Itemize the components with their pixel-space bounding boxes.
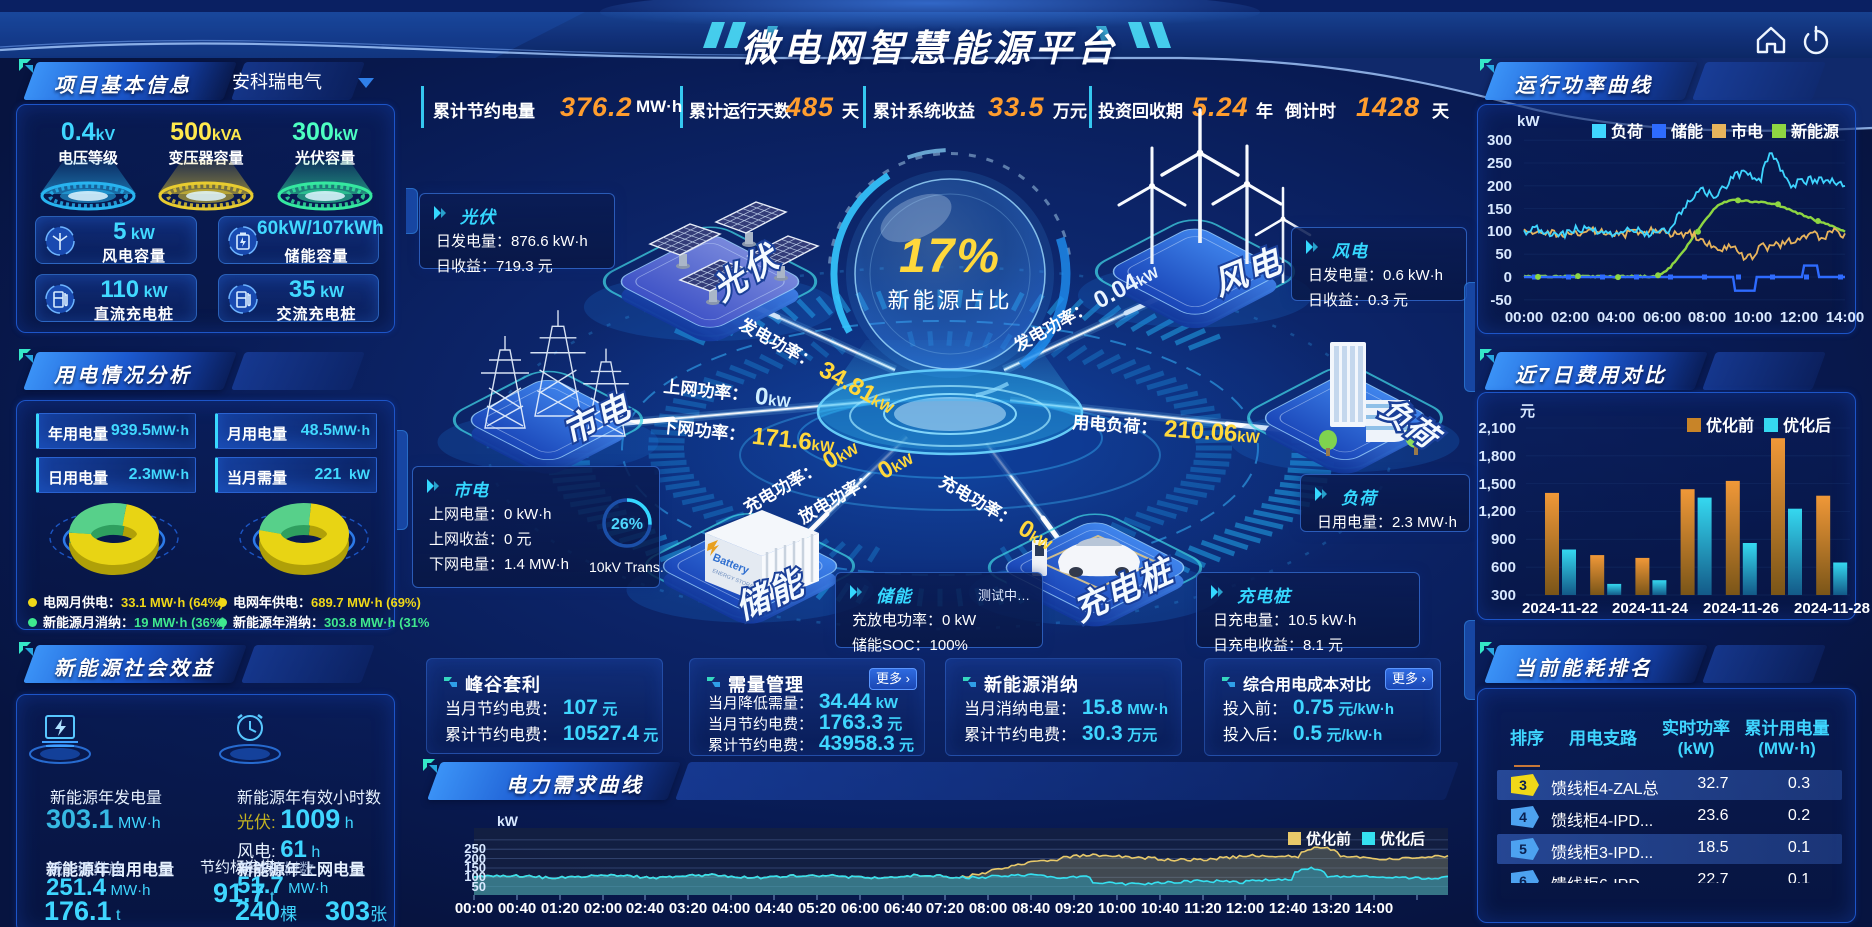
svg-text:12:40: 12:40 [1269, 900, 1307, 917]
svg-text:10:40: 10:40 [1141, 900, 1179, 917]
svg-text:元: 元 [1520, 403, 1535, 420]
svg-text:2,100: 2,100 [1478, 420, 1516, 437]
svg-text:02:40: 02:40 [626, 900, 664, 917]
svg-text:06:40: 06:40 [884, 900, 922, 917]
svg-text:6: 6 [1519, 873, 1527, 883]
svg-text:50: 50 [1495, 246, 1512, 263]
svg-text:09:20: 09:20 [1055, 900, 1093, 917]
svg-text:100: 100 [1487, 223, 1512, 240]
svg-text:01:20: 01:20 [541, 900, 579, 917]
svg-text:新能源: 新能源 [1791, 122, 1839, 141]
svg-text:300: 300 [1491, 587, 1516, 604]
svg-text:13:20: 13:20 [1312, 900, 1350, 917]
svg-text:优化前: 优化前 [1706, 416, 1754, 435]
svg-text:00:00: 00:00 [1505, 309, 1543, 326]
svg-text:06:00: 06:00 [1643, 309, 1681, 326]
svg-text:2024-11-24: 2024-11-24 [1612, 600, 1689, 617]
svg-text:04:40: 04:40 [755, 900, 793, 917]
svg-text:2024-11-28: 2024-11-28 [1794, 600, 1870, 617]
svg-text:2024-11-22: 2024-11-22 [1522, 600, 1598, 617]
svg-text:02:00: 02:00 [584, 900, 622, 917]
svg-text:600: 600 [1491, 559, 1516, 576]
svg-text:储能: 储能 [1670, 122, 1703, 141]
svg-text:2024-11-26: 2024-11-26 [1703, 600, 1779, 617]
svg-text:150: 150 [1487, 201, 1512, 218]
svg-text:14:00: 14:00 [1355, 900, 1393, 917]
svg-text:05:20: 05:20 [798, 900, 836, 917]
svg-text:11:20: 11:20 [1184, 900, 1222, 917]
svg-text:优化后: 优化后 [1783, 416, 1831, 435]
svg-text:02:00: 02:00 [1551, 309, 1589, 326]
svg-text:14:00: 14:00 [1826, 309, 1864, 326]
svg-text:新能源占比: 新能源占比 [887, 288, 1012, 313]
svg-text:26%: 26% [611, 516, 643, 533]
svg-text:200: 200 [1487, 178, 1512, 195]
svg-text:03:20: 03:20 [669, 900, 707, 917]
svg-text:07:20: 07:20 [926, 900, 964, 917]
svg-text:06:00: 06:00 [841, 900, 879, 917]
svg-text:1,500: 1,500 [1478, 476, 1516, 493]
svg-text:kW: kW [497, 813, 519, 829]
svg-text:12:00: 12:00 [1780, 309, 1818, 326]
svg-text:04:00: 04:00 [712, 900, 750, 917]
svg-text:250: 250 [464, 841, 486, 856]
svg-text:优化前: 优化前 [1306, 830, 1351, 848]
svg-text:4: 4 [1519, 809, 1527, 825]
svg-text:3: 3 [1519, 777, 1527, 793]
svg-text:5: 5 [1519, 841, 1527, 857]
svg-text:00:00: 00:00 [455, 900, 493, 917]
svg-text:0: 0 [1504, 269, 1512, 286]
svg-text:负荷: 负荷 [1611, 122, 1643, 141]
svg-text:08:40: 08:40 [1012, 900, 1050, 917]
svg-text:250: 250 [1487, 155, 1512, 172]
svg-text:市电: 市电 [1731, 122, 1763, 141]
svg-text:-50: -50 [1490, 292, 1512, 309]
svg-text:08:00: 08:00 [969, 900, 1007, 917]
svg-text:1,200: 1,200 [1478, 503, 1516, 520]
svg-text:优化后: 优化后 [1380, 830, 1425, 848]
svg-text:50: 50 [472, 879, 486, 894]
svg-text:900: 900 [1491, 531, 1516, 548]
svg-text:12:00: 12:00 [1226, 900, 1264, 917]
svg-text:10:00: 10:00 [1734, 309, 1772, 326]
svg-text:1,800: 1,800 [1478, 448, 1516, 465]
svg-text:100: 100 [464, 869, 486, 884]
svg-text:04:00: 04:00 [1597, 309, 1635, 326]
svg-text:17%: 17% [899, 230, 1001, 283]
svg-text:kW: kW [1517, 113, 1540, 130]
svg-text:200: 200 [464, 851, 486, 866]
svg-text:10:00: 10:00 [1098, 900, 1136, 917]
svg-text:08:00: 08:00 [1688, 309, 1726, 326]
svg-text:00:40: 00:40 [498, 900, 536, 917]
svg-text:150: 150 [464, 860, 486, 875]
svg-text:300: 300 [1487, 132, 1512, 149]
